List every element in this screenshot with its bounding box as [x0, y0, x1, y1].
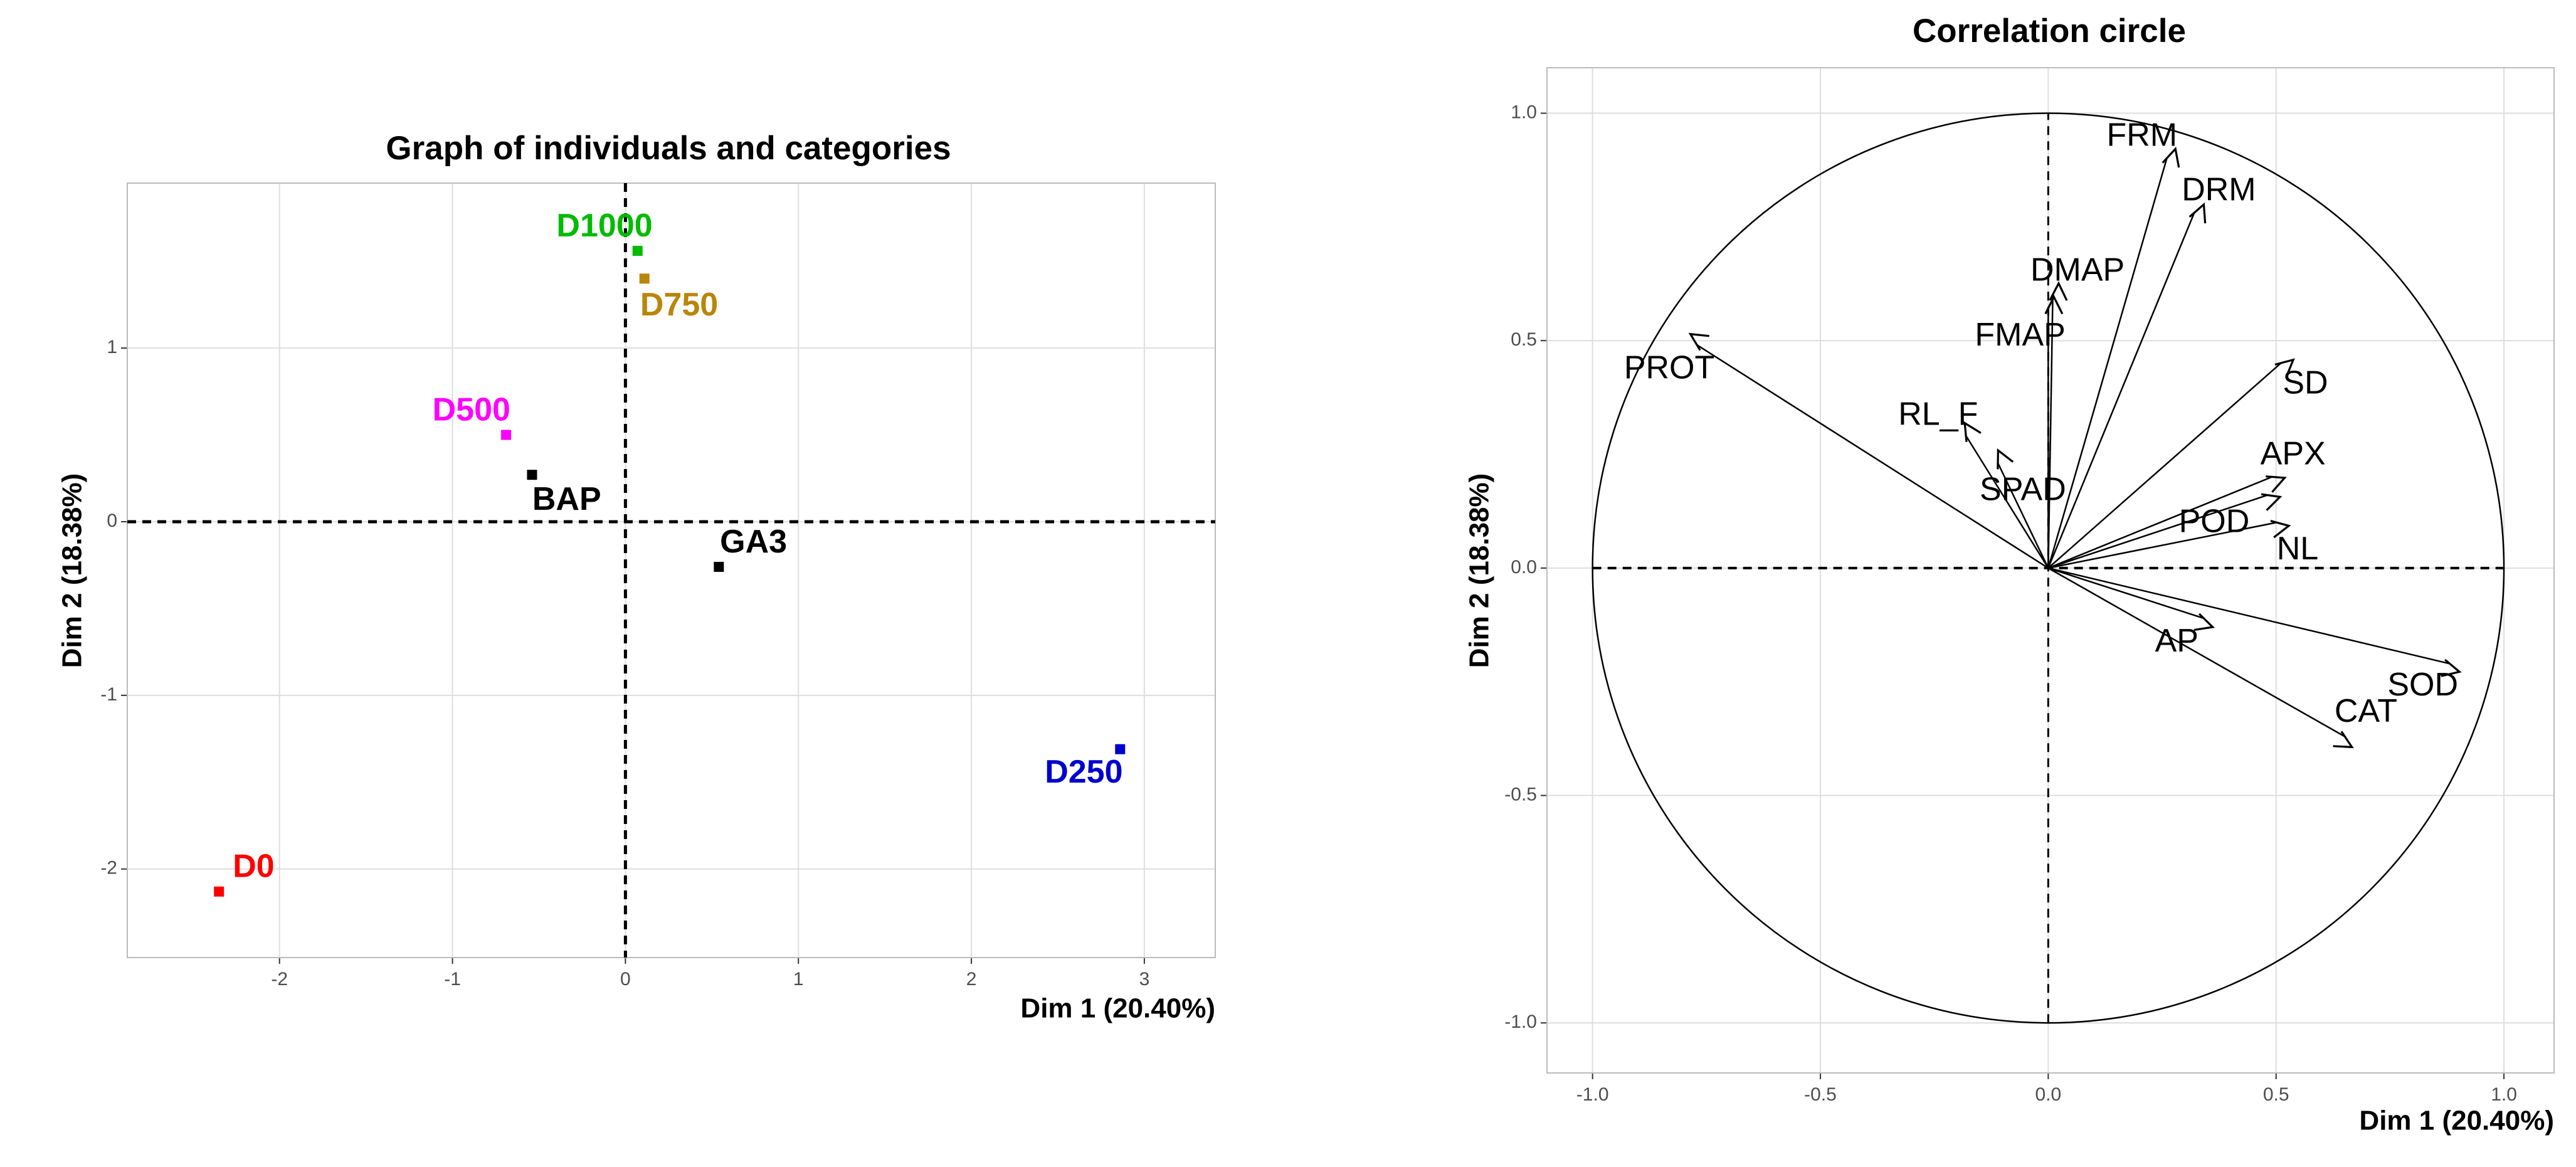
panel-border: [1546, 67, 2555, 1074]
x-tick-label: 1: [793, 969, 804, 990]
x-tick-label: 0: [620, 969, 631, 990]
arrow-label: RL_F: [1898, 396, 1978, 433]
x-tick-label: 0.5: [2263, 1084, 2289, 1105]
arrow: [2048, 519, 2291, 569]
arrow: [2048, 567, 2462, 677]
y-tick-label: 0: [107, 510, 117, 531]
x-tick-label: -2: [271, 969, 288, 990]
arrow-label: SPAD: [1980, 472, 2066, 508]
arrow-label: NL: [2277, 531, 2318, 567]
y-tick-label: 1: [107, 337, 117, 357]
y-tick-label: 0.5: [1511, 329, 1537, 350]
arrow: [1963, 421, 2049, 569]
panel-border: [127, 182, 1216, 958]
point-label: GA3: [720, 524, 787, 560]
x-tick-label: -0.5: [1804, 1084, 1837, 1105]
arrow: [2047, 202, 2207, 569]
x-axis-label: Dim 1 (20.40%): [1020, 993, 1215, 1024]
y-axis-label: Dim 2 (18.38%): [57, 473, 88, 668]
x-tick-label: 0.0: [2035, 1084, 2062, 1105]
point: [632, 245, 643, 256]
point-label: BAP: [532, 481, 601, 517]
point: [639, 273, 650, 284]
y-axis-label: Dim 2 (18.38%): [1464, 473, 1495, 668]
point: [714, 561, 724, 572]
arrow: [1688, 332, 2049, 569]
x-axis-label: Dim 1 (20.40%): [2359, 1106, 2554, 1136]
y-tick-label: -0.5: [1504, 784, 1537, 805]
y-tick-label: -1: [100, 684, 117, 705]
x-tick-label: -1: [444, 969, 461, 990]
point: [501, 430, 512, 440]
x-tick-label: 2: [966, 969, 977, 990]
x-tick-label: 1.0: [2491, 1084, 2517, 1105]
chart-title: Correlation circle: [1913, 13, 2186, 50]
y-tick-label: -2: [100, 858, 117, 879]
point-label: D250: [1045, 754, 1122, 790]
arrow: [2047, 146, 2180, 569]
arrow: [2047, 493, 2283, 569]
point-label: D750: [640, 287, 718, 323]
arrow-label: CAT: [2335, 693, 2397, 729]
point-label: D1000: [556, 208, 652, 244]
arrow-label: PROT: [1624, 350, 1714, 386]
arrow: [2047, 358, 2295, 569]
arrow-label: DRM: [2182, 172, 2256, 208]
chart-title: Graph of individuals and categories: [386, 130, 951, 167]
arrow-label: APX: [2261, 435, 2326, 472]
x-tick-label: -1.0: [1576, 1084, 1609, 1105]
arrow-label: SOD: [2387, 667, 2458, 703]
point: [214, 886, 224, 897]
arrow: [2047, 475, 2287, 569]
arrow-label: FRM: [2106, 117, 2177, 154]
x-tick-label: 3: [1139, 969, 1150, 990]
arrow: [2047, 567, 2215, 631]
y-tick-label: -1.0: [1504, 1011, 1537, 1032]
point-label: D500: [433, 391, 510, 428]
arrow: [2047, 567, 2354, 749]
y-tick-label: 0.0: [1511, 557, 1537, 578]
arrow-label: POD: [2179, 503, 2250, 539]
point: [527, 470, 537, 480]
arrow: [1997, 448, 2049, 569]
point-label: D0: [233, 848, 274, 885]
arrow-label: DMAP: [2030, 252, 2125, 288]
point: [1115, 744, 1126, 754]
y-tick-label: 1.0: [1511, 102, 1537, 122]
arrow-label: SD: [2283, 364, 2328, 401]
arrow-label: FMAP: [1975, 317, 2065, 353]
